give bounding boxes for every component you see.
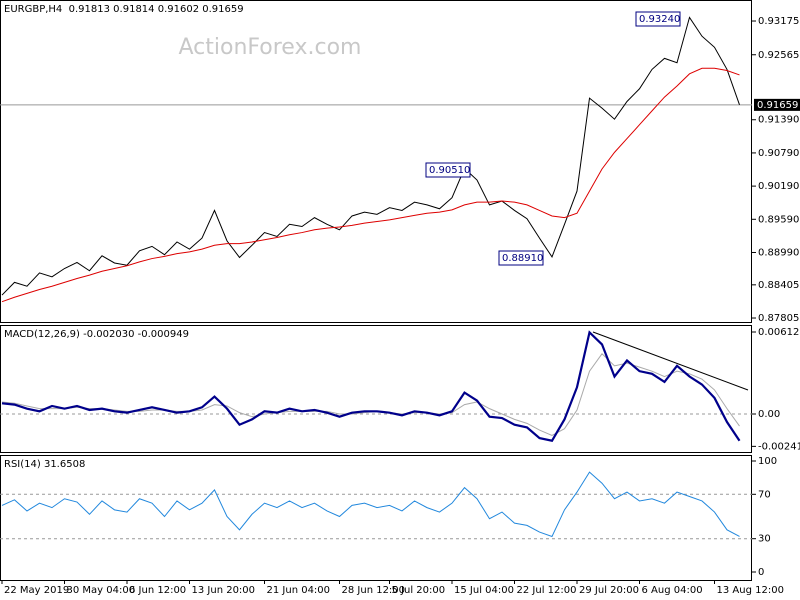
y-tick-label: 0.92565	[758, 50, 799, 61]
panel-frame	[0, 0, 752, 323]
x-tick-label: 22 May 2019	[4, 585, 69, 596]
x-tick-label: 6 Jun 12:00	[129, 585, 186, 596]
x-tick-label: 28 Jun 12:00	[342, 585, 406, 596]
y-tick-label: 0	[758, 567, 764, 578]
panel-title: RSI(14) 31.6508	[4, 459, 85, 470]
series-line	[1, 67, 740, 303]
x-tick-label: 5 Jul 20:00	[392, 585, 446, 596]
y-tick-label: 0.91390	[758, 115, 799, 126]
y-tick-label: 0.88405	[758, 280, 799, 291]
panel-title: EURGBP,H4 0.91813 0.91814 0.91602 0.9165…	[4, 4, 244, 15]
y-tick-label: 0.00	[758, 409, 780, 420]
x-tick-label: 13 Aug 12:00	[717, 585, 784, 596]
panel-frame	[0, 455, 752, 581]
panel-title: MACD(12,26,9) -0.002030 -0.000949	[4, 329, 189, 340]
series-line	[1, 330, 741, 443]
y-tick-label: 0.87805	[758, 313, 799, 324]
x-tick-label: 21 Jun 04:00	[267, 585, 331, 596]
y-tick-label: -0.002419	[758, 441, 800, 452]
series-line	[1, 471, 740, 538]
annotation-box	[425, 162, 471, 178]
last-price-label: 0.91659	[757, 100, 798, 111]
x-tick-label: 6 Aug 04:00	[642, 585, 703, 596]
y-tick-label: 0.006127	[758, 327, 800, 338]
annotation: 0.90510	[429, 165, 470, 176]
y-tick-label: 0.90790	[758, 148, 799, 159]
x-tick-label: 30 May 04:00	[67, 585, 136, 596]
x-tick-label: 13 Jun 20:00	[192, 585, 256, 596]
y-tick-label: 0.90190	[758, 181, 799, 192]
y-tick-label: 0.88990	[758, 247, 799, 258]
last-price-box	[754, 98, 800, 111]
x-tick-label: 15 Jul 04:00	[454, 585, 514, 596]
y-tick-label: 0.89590	[758, 214, 799, 225]
y-tick-label: 0.93175	[758, 16, 799, 27]
annotation-box	[635, 11, 681, 27]
series-line	[1, 16, 740, 296]
annotation: 0.88910	[502, 253, 543, 264]
x-tick-label: 29 Jul 20:00	[579, 585, 639, 596]
annotation: 0.93240	[639, 14, 680, 25]
annotation-box	[498, 250, 544, 266]
y-tick-label: 30	[758, 534, 771, 545]
watermark: ActionForex.com	[179, 35, 362, 60]
y-tick-label: 70	[758, 489, 771, 500]
trend-line	[592, 331, 749, 391]
panel-frame	[0, 325, 752, 453]
y-tick-label: 100	[758, 456, 777, 467]
x-tick-label: 22 Jul 12:00	[517, 585, 577, 596]
